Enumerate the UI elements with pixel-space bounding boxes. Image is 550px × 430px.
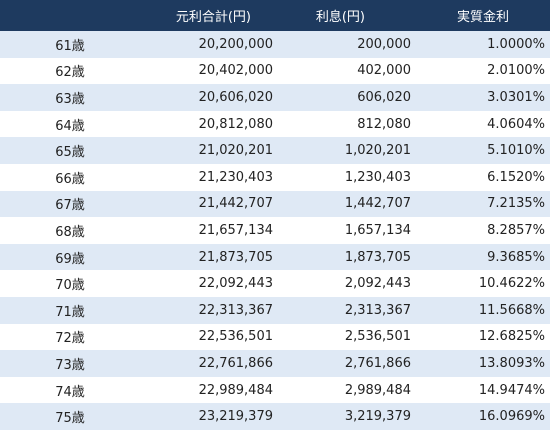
total-cell: 23,219,379 (198, 409, 273, 425)
table-row: 73歳 22,761,866 2,761,866 13.8093% (0, 350, 550, 377)
table-row: 65歳 21,020,201 1,020,201 5.1010% (0, 137, 550, 164)
interest-cell: 2,761,866 (344, 355, 411, 371)
total-cell: 21,230,403 (198, 169, 273, 185)
rate-cell: 9.3685% (487, 249, 545, 265)
header-rate: 実質金利 (456, 10, 509, 25)
interest-cell: 1,230,403 (344, 169, 411, 185)
age-cell: 73歳 (55, 357, 85, 373)
total-cell: 22,761,866 (198, 355, 273, 371)
age-cell: 66歳 (55, 171, 85, 187)
total-cell: 22,536,501 (198, 329, 273, 345)
total-cell: 22,989,484 (198, 382, 273, 398)
table-row: 63歳 20,606,020 606,020 3.0301% (0, 84, 550, 111)
age-cell: 75歳 (55, 411, 85, 427)
total-cell: 20,606,020 (198, 89, 273, 105)
interest-cell: 606,020 (357, 89, 411, 105)
rate-cell: 14.9474% (478, 382, 545, 398)
table-row: 70歳 22,092,443 2,092,443 10.4622% (0, 270, 550, 297)
total-cell: 21,442,707 (198, 196, 273, 212)
total-cell: 20,200,000 (198, 36, 273, 52)
total-cell: 22,092,443 (198, 276, 273, 292)
rate-cell: 7.2135% (487, 196, 545, 212)
header-interest: 利息(円) (315, 10, 365, 25)
total-cell: 21,873,705 (198, 249, 273, 265)
interest-cell: 1,442,707 (344, 196, 411, 212)
interest-cell: 3,219,379 (344, 409, 411, 425)
interest-cell: 1,020,201 (344, 143, 411, 159)
header-total: 元利合計(円) (175, 10, 251, 25)
interest-cell: 2,313,367 (344, 302, 411, 318)
table-row: 71歳 22,313,367 2,313,367 11.5668% (0, 296, 550, 324)
table-row: 75歳 23,219,379 3,219,379 16.0969% (0, 403, 550, 430)
table-body: 61歳 20,200,000 200,000 1.0000% 62歳 20,402,000… (0, 31, 550, 430)
table-row: 72歳 22,536,501 2,536,501 12.6825% (0, 323, 550, 351)
rate-cell: 10.4622% (478, 276, 545, 292)
total-cell: 21,020,201 (198, 143, 273, 159)
interest-cell: 2,536,501 (344, 329, 411, 345)
rate-cell: 16.0969% (478, 409, 545, 425)
age-cell: 74歳 (55, 384, 85, 400)
age-cell: 72歳 (55, 331, 85, 347)
age-cell: 67歳 (55, 198, 85, 214)
age-cell: 69歳 (55, 251, 85, 267)
rate-cell: 2.0100% (487, 63, 545, 79)
interest-cell: 1,657,134 (344, 222, 411, 238)
rate-cell: 1.0000% (487, 36, 545, 52)
rate-cell: 6.1520% (487, 169, 545, 185)
rate-cell: 4.0604% (487, 116, 545, 132)
table-row: 64歳 20,812,080 812,080 4.0604% (0, 110, 550, 138)
age-cell: 61歳 (55, 38, 85, 54)
table-row: 69歳 21,873,705 1,873,705 9.3685% (0, 243, 550, 271)
interest-cell: 2,092,443 (344, 276, 411, 292)
age-cell: 62歳 (55, 65, 85, 81)
interest-cell: 1,873,705 (344, 249, 411, 265)
table-row: 62歳 20,402,000 402,000 2.0100% (0, 57, 550, 85)
age-cell: 68歳 (55, 224, 85, 240)
interest-cell: 402,000 (357, 63, 411, 79)
total-cell: 20,812,080 (198, 116, 273, 132)
table-row: 61歳 20,200,000 200,000 1.0000% (0, 31, 550, 58)
age-cell: 65歳 (55, 145, 85, 161)
rate-cell: 8.2857% (487, 222, 545, 238)
interest-cell: 2,989,484 (344, 382, 411, 398)
rate-cell: 11.5668% (478, 302, 545, 318)
age-cell: 70歳 (55, 278, 85, 294)
total-cell: 21,657,134 (198, 222, 273, 238)
table-row: 68歳 21,657,134 1,657,134 8.2857% (0, 217, 550, 244)
age-cell: 63歳 (55, 91, 85, 107)
total-cell: 22,313,367 (198, 302, 273, 318)
age-cell: 64歳 (55, 118, 85, 134)
rate-cell: 13.8093% (478, 355, 545, 371)
table-row: 66歳 21,230,403 1,230,403 6.1520% (0, 163, 550, 191)
rate-cell: 3.0301% (487, 89, 545, 105)
age-cell: 71歳 (55, 304, 85, 320)
interest-cell: 200,000 (357, 36, 411, 52)
rate-cell: 5.1010% (487, 143, 545, 159)
table-header: 元利合計(円) 利息(円) 実質金利 (0, 0, 550, 31)
table-row: 74歳 22,989,484 2,989,484 14.9474% (0, 376, 550, 404)
table-row: 67歳 21,442,707 1,442,707 7.2135% (0, 190, 550, 218)
interest-cell: 812,080 (357, 116, 411, 132)
rate-cell: 12.6825% (478, 329, 545, 345)
total-cell: 20,402,000 (198, 63, 273, 79)
